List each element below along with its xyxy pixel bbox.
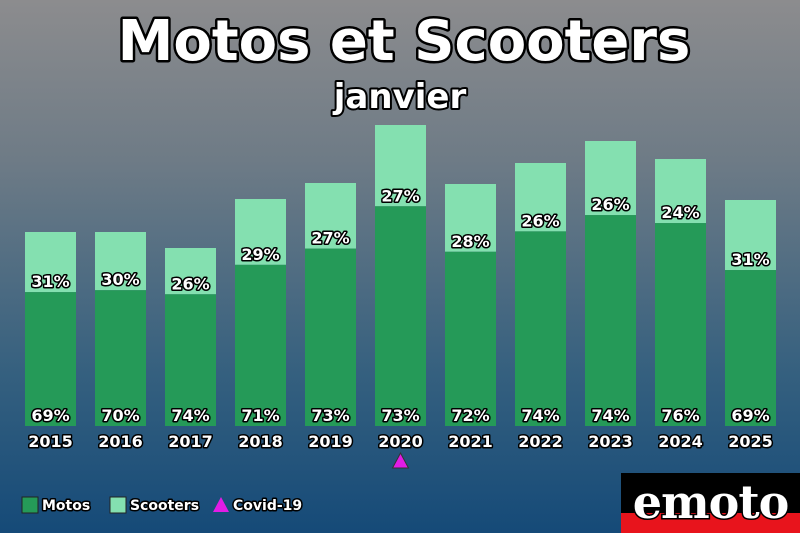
label-motos-2022: 74% — [521, 406, 559, 425]
label-scooters-2025: 31% — [731, 250, 769, 269]
bar-motos-2020 — [375, 206, 426, 426]
legend: Motos Scooters Covid-19 — [21, 496, 304, 516]
covid-marker-2020 — [391, 451, 410, 469]
bar-motos-2025 — [725, 270, 776, 426]
tick-label-2019: 2019 — [308, 432, 353, 451]
tick-label-2022: 2022 — [518, 432, 563, 451]
label-motos-2020: 73% — [381, 406, 419, 425]
label-motos-2018: 71% — [241, 406, 279, 425]
tick-label-2021: 2021 — [448, 432, 493, 451]
chart-title: Motos et Scooters — [118, 9, 691, 74]
label-motos-2017: 74% — [171, 406, 209, 425]
bar-scooters-2023 — [585, 141, 636, 216]
tick-label-2025: 2025 — [728, 432, 773, 451]
bar-scooters-2019 — [305, 183, 356, 249]
label-scooters-2023: 26% — [591, 195, 629, 214]
bar-motos-2019 — [305, 248, 356, 426]
label-motos-2016: 70% — [101, 406, 139, 425]
label-scooters-2018: 29% — [241, 245, 279, 264]
label-scooters-2020: 27% — [381, 186, 419, 205]
tick-label-2024: 2024 — [658, 432, 703, 451]
label-scooters-2024: 24% — [661, 203, 699, 222]
bar-scooters-2021 — [445, 184, 496, 252]
bar-motos-2024 — [655, 223, 706, 426]
bar-scooters-2015 — [25, 232, 76, 293]
bar-motos-2015 — [25, 292, 76, 426]
tick-label-2018: 2018 — [238, 432, 283, 451]
label-scooters-2017: 26% — [171, 274, 209, 293]
bar-scooters-2017 — [165, 248, 216, 295]
bar-motos-2022 — [515, 231, 566, 426]
label-scooters-2021: 28% — [451, 232, 489, 251]
bar-scooters-2025 — [725, 200, 776, 271]
chart-subtitle: janvier — [332, 77, 467, 117]
legend-scooters-label: Scooters — [130, 498, 199, 514]
tick-label-2016: 2016 — [98, 432, 143, 451]
emoto-logo: emoto — [621, 473, 800, 533]
logo-red-band — [621, 513, 800, 533]
bars-group: 31% 69% 2015 30% 70% 2016 26% 74% 2017 29% 71% 2018… — [25, 125, 776, 469]
logo-text: emoto — [631, 474, 791, 531]
tick-label-2015: 2015 — [28, 432, 73, 451]
tick-label-2023: 2023 — [588, 432, 633, 451]
legend-covid-swatch — [213, 497, 229, 512]
bar-scooters-2024 — [655, 159, 706, 224]
label-motos-2025: 69% — [731, 406, 769, 425]
legend-covid-label: Covid-19 — [233, 498, 302, 514]
label-motos-2019: 73% — [311, 406, 349, 425]
label-motos-2023: 74% — [591, 406, 629, 425]
label-scooters-2016: 30% — [101, 270, 139, 289]
bar-motos-2021 — [445, 251, 496, 426]
bar-motos-2017 — [165, 294, 216, 426]
bar-scooters-2020 — [375, 125, 426, 207]
label-scooters-2019: 27% — [311, 229, 349, 248]
label-scooters-2015: 31% — [31, 272, 69, 291]
bar-scooters-2018 — [235, 199, 286, 265]
label-motos-2024: 76% — [661, 406, 699, 425]
legend-motos-swatch — [21, 496, 39, 514]
legend-scooters-swatch — [109, 496, 127, 514]
bar-motos-2016 — [95, 290, 146, 426]
bar-motos-2018 — [235, 264, 286, 426]
tick-label-2020: 2020 — [378, 432, 423, 451]
label-scooters-2022: 26% — [521, 211, 559, 230]
legend-motos-label: Motos — [42, 498, 90, 514]
label-motos-2021: 72% — [451, 406, 489, 425]
bar-motos-2023 — [585, 215, 636, 426]
bar-scooters-2016 — [95, 232, 146, 291]
bar-scooters-2022 — [515, 163, 566, 232]
label-motos-2015: 69% — [31, 406, 69, 425]
tick-label-2017: 2017 — [168, 432, 213, 451]
